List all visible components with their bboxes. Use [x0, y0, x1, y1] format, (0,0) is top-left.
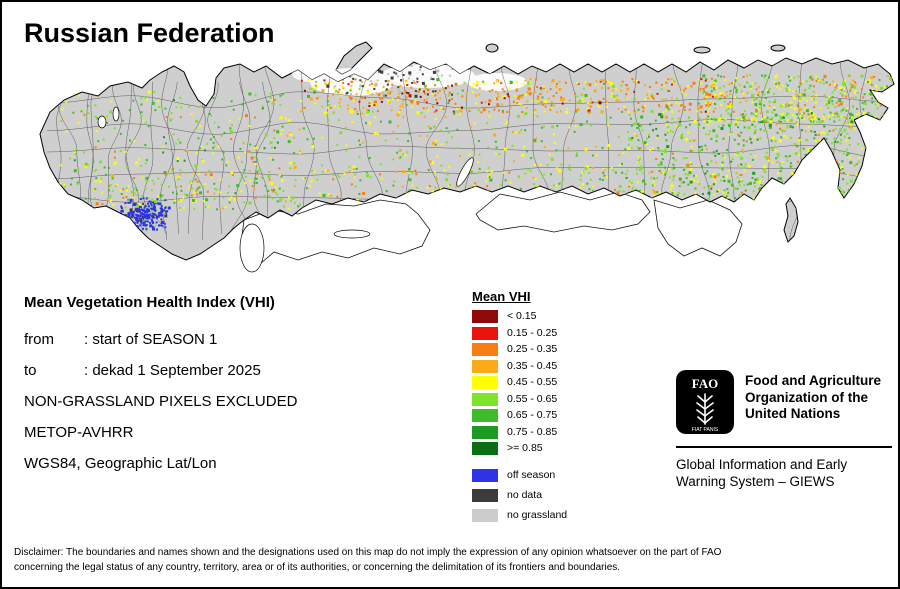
legend-row: 0.55 - 0.65 — [472, 392, 567, 406]
legend-label: 0.55 - 0.65 — [507, 392, 558, 405]
legend-label: no data — [507, 489, 543, 501]
metadata-line: WGS84, Geographic Lat/Lon — [24, 455, 297, 472]
legend-swatch — [472, 442, 498, 455]
lakes — [97, 106, 474, 273]
page-title: Russian Federation — [24, 18, 275, 48]
metadata-line: NON-GRASSLAND PIXELS EXCLUDED — [24, 393, 297, 410]
fao-org-line: Food and Agriculture — [745, 373, 881, 388]
arctic-island — [770, 44, 786, 52]
legend-row: 0.75 - 0.85 — [472, 425, 567, 439]
legend-title: Mean VHI — [472, 289, 531, 304]
metadata-value: METOP-AVHRR — [24, 424, 134, 441]
vhi-speckles — [59, 64, 894, 232]
legend-label: 0.45 - 0.55 — [507, 376, 558, 388]
caspian-sea — [239, 223, 265, 273]
disclaimer: Disclaimer: The boundaries and names sho… — [14, 546, 892, 575]
metadata-line: to : dekad 1 September 2025 — [24, 362, 297, 379]
legend-extra-list: off season no data no grassland — [472, 469, 567, 522]
legend-swatch — [472, 409, 498, 422]
map-metadata-block: Mean Vegetation Health Index (VHI) from:… — [24, 294, 297, 486]
legend-row: >= 0.85 — [472, 442, 567, 455]
fao-org-line: United Nations — [745, 406, 841, 421]
fao-logo-motto: FIAT PANIS — [692, 427, 719, 433]
russia-vhi-map — [39, 41, 895, 273]
legend-label: >= 0.85 — [507, 442, 543, 454]
lake-onega — [112, 106, 120, 122]
country-outline — [653, 199, 743, 257]
legend-row: off season — [472, 469, 567, 482]
metadata-line: from : start of SEASON 1 — [24, 331, 297, 348]
legend-swatch — [472, 343, 498, 356]
legend-label: 0.25 - 0.35 — [507, 343, 558, 355]
divider-line — [676, 446, 892, 448]
vhi-legend: Mean VHI < 0.15 0.15 - 0.25 0.25 - 0.35 0.3… — [472, 289, 567, 529]
lake-ladoga — [97, 115, 107, 129]
disclaimer-line: concerning the legal status of any count… — [14, 561, 621, 573]
neighbor-country-outlines — [241, 191, 743, 265]
legend-swatch — [472, 310, 498, 323]
legend-label: 0.35 - 0.45 — [507, 359, 558, 372]
legend-row: no grassland — [472, 509, 567, 522]
arctic-island — [485, 43, 499, 53]
legend-swatch — [472, 392, 498, 406]
legend-label: no grassland — [507, 509, 568, 521]
legend-label: 0.65 - 0.75 — [507, 409, 558, 421]
fao-logo-text: FAO — [692, 376, 718, 391]
fao-org-name: Food and Agriculture Organization of the… — [745, 370, 881, 423]
legend-label: 0.15 - 0.25 — [507, 326, 558, 339]
legend-swatch — [472, 469, 498, 482]
fao-block: FAO FIAT PANIS Food and Agriculture Orga… — [676, 370, 892, 490]
giews-line: Warning System – GIEWS — [676, 474, 835, 489]
legend-row: 0.15 - 0.25 — [472, 326, 567, 340]
landmass — [39, 41, 895, 261]
sakhalin-island — [783, 197, 799, 243]
legend-label: < 0.15 — [507, 310, 537, 322]
legend-class-list: < 0.15 0.15 - 0.25 0.25 - 0.35 0.35 - 0.45 0… — [472, 310, 567, 455]
metadata-value: : dekad 1 September 2025 — [84, 362, 261, 379]
legend-row: 0.45 - 0.55 — [472, 376, 567, 389]
fao-logo-icon: FAO FIAT PANIS — [676, 370, 734, 434]
vhi-heading: Mean Vegetation Health Index (VHI) — [24, 294, 275, 311]
legend-label: 0.75 - 0.85 — [507, 425, 558, 438]
legend-row: < 0.15 — [472, 310, 567, 323]
arctic-island — [693, 46, 711, 54]
legend-row: 0.35 - 0.45 — [472, 359, 567, 373]
metadata-value: WGS84, Geographic Lat/Lon — [24, 455, 217, 472]
disclaimer-line: Disclaimer: The boundaries and names sho… — [14, 547, 722, 558]
metadata-value: NON-GRASSLAND PIXELS EXCLUDED — [24, 393, 298, 410]
metadata-line: METOP-AVHRR — [24, 424, 297, 441]
fao-org-line: Organization of the — [745, 389, 868, 405]
legend-label: off season — [507, 469, 556, 481]
legend-row: no data — [472, 489, 567, 502]
country-outline — [475, 191, 651, 233]
metadata-value: : start of SEASON 1 — [84, 331, 218, 348]
legend-swatch — [472, 425, 498, 439]
metadata-label: from — [24, 331, 54, 348]
giews-line: Global Information and Early — [676, 457, 848, 472]
legend-row: 0.25 - 0.35 — [472, 343, 567, 356]
legend-swatch — [472, 376, 498, 389]
lake-balkhash — [333, 229, 371, 239]
legend-swatch — [472, 489, 498, 502]
metadata-label: to — [24, 362, 37, 379]
legend-swatch — [472, 359, 498, 373]
giews-name: Global Information and Early Warning Sys… — [676, 456, 892, 490]
legend-swatch — [472, 509, 498, 522]
russia-landmass — [39, 57, 895, 261]
lake-baikal — [456, 157, 474, 187]
legend-row: 0.65 - 0.75 — [472, 409, 567, 422]
legend-swatch — [472, 326, 498, 340]
